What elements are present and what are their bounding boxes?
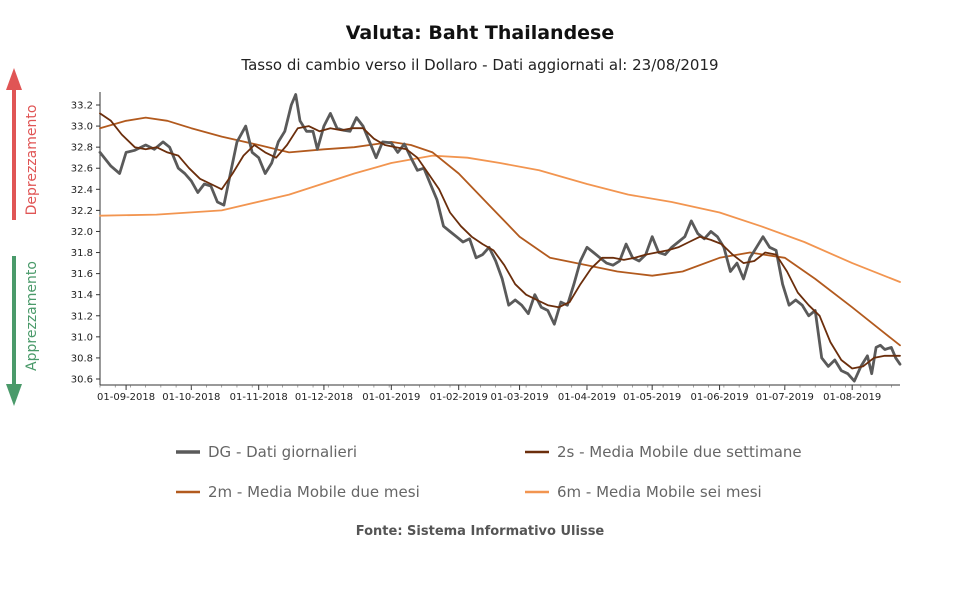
- legend-label: 2m - Media Mobile due mesi: [208, 483, 420, 501]
- y-tick-label: 31.6: [71, 269, 93, 280]
- y-ticks: 30.6 30.8 31.0 31.2 31.4 31.6 31.8 32.0 32.2 32.4…: [71, 101, 100, 386]
- legend: DG - Dati giornalieri 2s - Media Mobile d…: [176, 443, 802, 501]
- x-tick-label: 01-12-2018: [295, 392, 353, 403]
- up-arrow-icon: [6, 68, 22, 90]
- appreciation-label: Apprezzamento: [24, 261, 40, 371]
- y-tick-label: 33.0: [71, 122, 93, 133]
- x-tick-label: 01-01-2019: [362, 392, 420, 403]
- legend-label: 6m - Media Mobile sei mesi: [557, 483, 762, 501]
- chart-title: Valuta: Baht Thailandese: [346, 22, 615, 44]
- x-tick-label: 01-08-2019: [823, 392, 881, 403]
- x-tick-label: 01-02-2019: [430, 392, 488, 403]
- series-line-6m: [99, 154, 901, 283]
- depreciation-indicator: Deprezzamento: [6, 68, 40, 220]
- y-tick-label: 33.2: [71, 101, 93, 112]
- x-tick-label: 01-10-2018: [162, 392, 220, 403]
- y-tick-label: 31.0: [71, 332, 93, 343]
- y-tick-label: 32.8: [71, 143, 93, 154]
- x-tick-label: 01-11-2018: [230, 392, 288, 403]
- y-tick-label: 32.2: [71, 206, 93, 217]
- series-layer: [98, 93, 902, 383]
- x-tick-label: 01-07-2019: [756, 392, 814, 403]
- source-note: Fonte: Sistema Informativo Ulisse: [356, 524, 605, 539]
- y-tick-label: 31.2: [71, 311, 93, 322]
- x-tick-label: 01-04-2019: [558, 392, 616, 403]
- x-tick-label: 01-05-2019: [623, 392, 681, 403]
- chart-subtitle: Tasso di cambio verso il Dollaro - Dati …: [240, 56, 718, 74]
- axes: [99, 92, 900, 386]
- x-tick-label: 01-03-2019: [491, 392, 549, 403]
- y-tick-label: 32.6: [71, 164, 93, 175]
- y-tick-label: 31.4: [71, 290, 93, 301]
- y-tick-label: 30.8: [71, 353, 93, 364]
- y-tick-label: 30.6: [71, 375, 93, 386]
- y-tick-label: 32.0: [71, 227, 93, 238]
- legend-label: 2s - Media Mobile due settimane: [557, 443, 802, 461]
- x-tick-label: 01-09-2018: [97, 392, 155, 403]
- series-line-2s: [99, 112, 901, 370]
- series-line-2m: [99, 116, 901, 347]
- depreciation-label: Deprezzamento: [24, 105, 40, 216]
- appreciation-indicator: Apprezzamento: [6, 256, 40, 406]
- x-ticks: 01-09-2018 01-10-2018 01-11-2018 01-12-2018…: [97, 385, 892, 403]
- series-line-dg: [98, 93, 902, 383]
- y-tick-label: 32.4: [71, 185, 93, 196]
- legend-label: DG - Dati giornalieri: [208, 443, 357, 461]
- y-tick-label: 31.8: [71, 248, 93, 259]
- x-tick-label: 01-06-2019: [691, 392, 749, 403]
- down-arrow-icon: [6, 384, 22, 406]
